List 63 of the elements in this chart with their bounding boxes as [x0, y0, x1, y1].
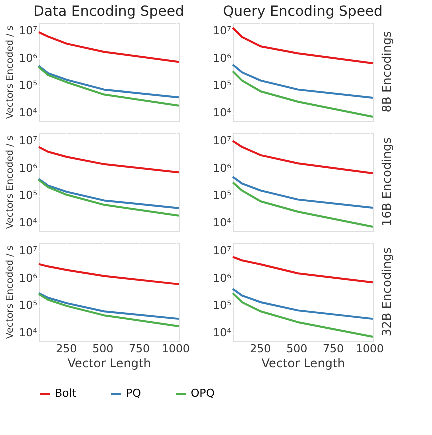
y-tick-label: 10⁵: [19, 79, 38, 92]
y-tick-label: 10⁴: [19, 106, 38, 120]
chart-title: Query Encoding Speed: [223, 4, 383, 20]
y-tick-label: 10⁷: [213, 134, 232, 148]
line-series: [232, 140, 374, 174]
y-axis-title: Vectors Encoded / s: [5, 136, 16, 230]
x-axis-title: Vector Length: [262, 356, 346, 370]
line-series: [232, 70, 374, 118]
line-series: [38, 31, 180, 64]
y-tick-label: 10⁴: [213, 216, 232, 230]
legend-label: Bolt: [55, 387, 78, 400]
y-tick-label: 10⁴: [213, 326, 232, 340]
y-tick-label: 10⁷: [213, 244, 232, 258]
y-tick-label: 10⁶: [19, 162, 38, 175]
line-series: [38, 146, 180, 174]
y-tick-label: 10⁶: [213, 52, 232, 65]
y-tick-label: 10⁷: [19, 134, 38, 148]
y2-axis-title: 16B Encodings: [380, 138, 394, 226]
line-series: [232, 288, 374, 320]
y-tick-label: 10⁵: [213, 79, 232, 92]
y-tick-label: 10⁷: [213, 24, 232, 38]
legend-label: OPQ: [191, 387, 216, 400]
x-tick-label: 1000: [162, 342, 190, 356]
x-tick-label: 250: [250, 342, 272, 356]
y-tick-label: 10⁶: [19, 272, 38, 285]
y-tick-label: 10⁴: [213, 106, 232, 120]
x-tick-label: 750: [129, 342, 150, 356]
line-series: [232, 27, 374, 64]
y-tick-label: 10⁶: [19, 52, 38, 65]
line-series: [38, 263, 180, 286]
y-axis-title: Vectors Encoded / s: [5, 246, 16, 340]
x-tick-label: 1000: [356, 342, 384, 356]
y2-axis-title: 32B Encodings: [380, 248, 394, 336]
x-tick-label: 750: [323, 342, 344, 356]
y-tick-label: 10⁵: [19, 299, 38, 312]
y-tick-label: 10⁴: [19, 216, 38, 230]
x-tick-label: 500: [92, 342, 114, 356]
x-tick-label: 500: [286, 342, 308, 356]
line-series: [232, 182, 374, 228]
y-tick-label: 10⁴: [19, 326, 38, 340]
y2-axis-title: 8B Encodings: [380, 31, 394, 113]
chart-title: Data Encoding Speed: [34, 4, 184, 20]
y-tick-label: 10⁷: [19, 244, 38, 258]
y-tick-label: 10⁶: [213, 272, 232, 285]
line-series: [38, 179, 180, 217]
line-series: [38, 292, 180, 320]
y-tick-label: 10⁷: [19, 24, 38, 38]
legend-label: PQ: [126, 387, 142, 400]
line-series: [38, 293, 180, 328]
y-tick-label: 10⁵: [213, 189, 232, 202]
line-series: [38, 178, 180, 210]
line-series: [38, 66, 180, 107]
x-axis-title: Vector Length: [68, 356, 152, 370]
line-series: [232, 64, 374, 100]
y-axis-title: Vectors Encoded / s: [5, 26, 16, 120]
x-tick-label: 250: [56, 342, 78, 356]
line-series: [232, 292, 374, 338]
y-tick-label: 10⁵: [19, 189, 38, 202]
line-series: [38, 65, 180, 99]
y-tick-label: 10⁵: [213, 299, 232, 312]
y-tick-label: 10⁶: [213, 162, 232, 175]
line-series: [232, 176, 374, 210]
line-series: [232, 256, 374, 284]
